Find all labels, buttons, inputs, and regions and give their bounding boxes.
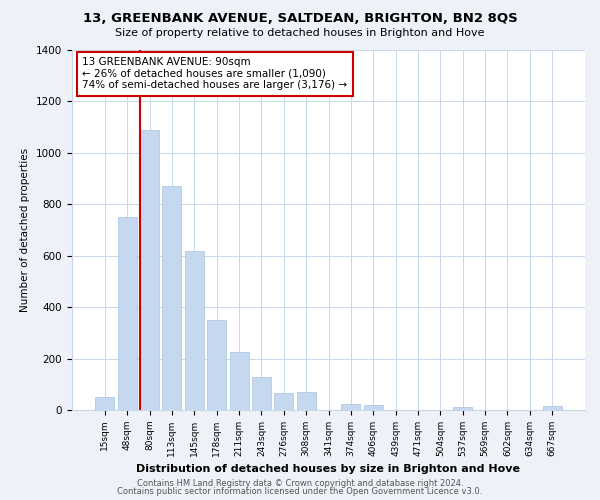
Bar — [163, 186, 181, 410]
Y-axis label: Number of detached properties: Number of detached properties — [20, 148, 31, 312]
Bar — [185, 250, 204, 410]
Bar — [341, 404, 361, 410]
Bar — [296, 392, 316, 410]
Bar — [364, 405, 383, 410]
Bar — [207, 320, 226, 410]
Bar — [453, 408, 472, 410]
Text: Contains public sector information licensed under the Open Government Licence v3: Contains public sector information licen… — [118, 487, 482, 496]
Bar — [542, 406, 562, 410]
Bar — [230, 352, 248, 410]
Bar — [140, 130, 159, 410]
X-axis label: Distribution of detached houses by size in Brighton and Hove: Distribution of detached houses by size … — [137, 464, 521, 474]
Bar — [252, 376, 271, 410]
Bar — [118, 217, 137, 410]
Text: Contains HM Land Registry data © Crown copyright and database right 2024.: Contains HM Land Registry data © Crown c… — [137, 478, 463, 488]
Bar — [95, 397, 115, 410]
Bar — [274, 394, 293, 410]
Text: 13 GREENBANK AVENUE: 90sqm
← 26% of detached houses are smaller (1,090)
74% of s: 13 GREENBANK AVENUE: 90sqm ← 26% of deta… — [82, 57, 347, 90]
Text: 13, GREENBANK AVENUE, SALTDEAN, BRIGHTON, BN2 8QS: 13, GREENBANK AVENUE, SALTDEAN, BRIGHTON… — [83, 12, 517, 26]
Text: Size of property relative to detached houses in Brighton and Hove: Size of property relative to detached ho… — [115, 28, 485, 38]
